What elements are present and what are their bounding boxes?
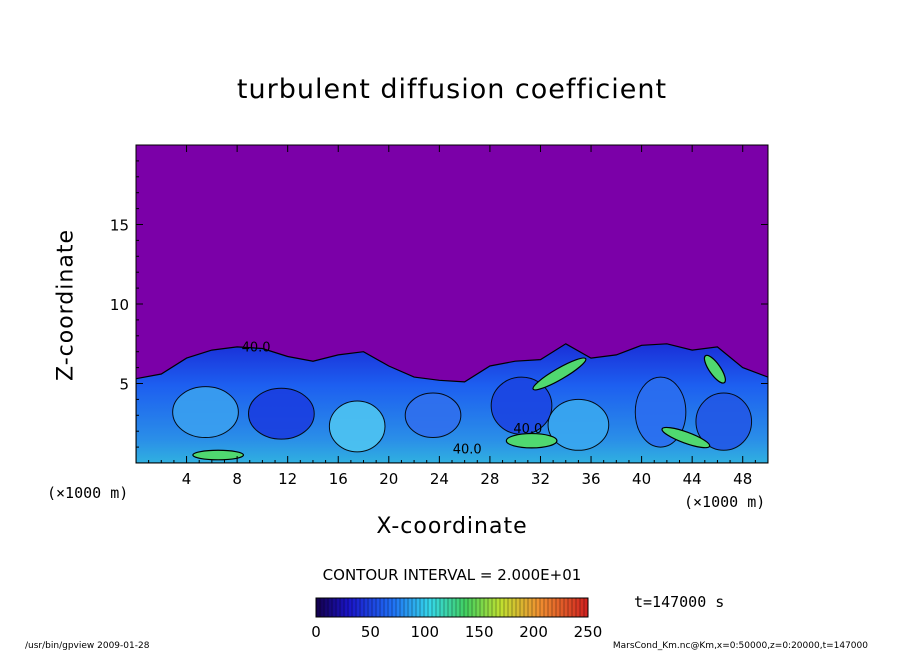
x-tick-label-44: 44 — [683, 470, 702, 488]
y-tick-label-5: 5 — [119, 376, 129, 394]
colorbar-tick-label-250: 250 — [574, 623, 603, 641]
x-tick-label-20: 20 — [379, 470, 398, 488]
chart-title: turbulent diffusion coefficient — [236, 74, 668, 105]
y-tick-label-15: 15 — [110, 217, 129, 235]
high-value-streak-5 — [192, 449, 245, 461]
contour-label-1: 40.0 — [242, 341, 271, 356]
contour-label-2: 40.0 — [513, 422, 542, 437]
x-tick-label-16: 16 — [329, 470, 348, 488]
eddy-6 — [547, 398, 610, 451]
footer-left: /usr/bin/gpview 2009-01-28 — [25, 641, 150, 651]
high-value-streak-1 — [505, 432, 558, 449]
x-tick-label-8: 8 — [232, 470, 242, 488]
high-value-streak-4 — [703, 354, 726, 384]
colorbar-tick-label-150: 150 — [465, 623, 494, 641]
high-value-streak-2 — [532, 357, 587, 391]
contour-interval: CONTOUR INTERVAL = 2.000E+01 — [322, 566, 582, 584]
x-axis-label: X-coordinate — [376, 514, 528, 539]
x-tick-label-48: 48 — [733, 470, 752, 488]
eddy-8 — [695, 392, 753, 451]
x-tick-label-36: 36 — [581, 470, 600, 488]
footer-right: MarsCond_Km.nc@Km,x=0:50000,z=0:20000,t=… — [612, 641, 868, 651]
y-tick-label-10: 10 — [110, 296, 129, 314]
eddy-2 — [247, 387, 315, 440]
eddy-1 — [172, 386, 239, 439]
time-label: t=147000 s — [634, 593, 725, 611]
colorbar-tick-label-50: 50 — [361, 623, 380, 641]
contour-label-3: 40.0 — [453, 442, 482, 457]
eddy-4 — [404, 392, 462, 439]
colorbar-tick-label-200: 200 — [519, 623, 548, 641]
colorbar-tick-label-100: 100 — [410, 623, 439, 641]
x-tick-label-24: 24 — [430, 470, 449, 488]
y-axis-label: Z-coordinate — [53, 229, 79, 381]
x-tick-label-40: 40 — [632, 470, 651, 488]
eddy-3 — [328, 400, 386, 453]
turbulent-layer: 40.0 40.0 40.0 — [136, 341, 768, 463]
x-axis-unit-right: (×1000 m) — [684, 493, 766, 511]
x-tick-label-28: 28 — [480, 470, 499, 488]
x-axis-unit-left: (×1000 m) — [47, 484, 129, 502]
x-tick-label-4: 4 — [182, 470, 192, 488]
high-value-streak-3 — [661, 426, 711, 449]
x-tick-label-12: 12 — [278, 470, 297, 488]
x-tick-label-32: 32 — [531, 470, 550, 488]
colorbar-tick-label-0: 0 — [311, 623, 321, 641]
